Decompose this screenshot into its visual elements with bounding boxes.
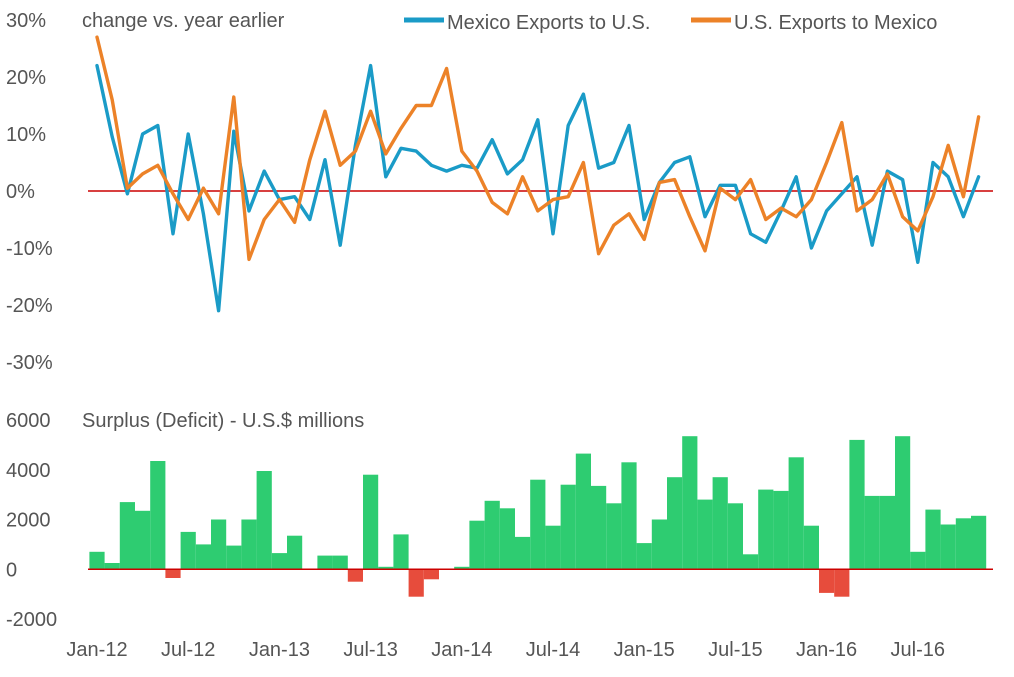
bar	[287, 536, 302, 570]
bar-chart-annotation: Surplus (Deficit) - U.S.$ millions	[82, 410, 364, 432]
bar	[89, 552, 104, 569]
x-tick-label: Jan-15	[614, 639, 675, 661]
y-tick-label-line: 0%	[6, 181, 35, 203]
x-tick-label: Jan-14	[431, 639, 492, 661]
x-tick-label: Jan-13	[249, 639, 310, 661]
bar	[880, 496, 895, 569]
bar	[591, 486, 606, 569]
y-tick-label-bar: 2000	[6, 510, 51, 532]
bar	[895, 436, 910, 569]
bar	[773, 491, 788, 569]
bar	[910, 552, 925, 569]
bar	[697, 500, 712, 570]
y-tick-label-line: 10%	[6, 124, 46, 146]
series-line-0	[97, 66, 979, 311]
x-tick-label: Jul-13	[343, 639, 397, 661]
bar	[348, 569, 363, 581]
legend-label-us-exports: U.S. Exports to Mexico	[734, 12, 937, 34]
bar	[409, 569, 424, 596]
y-tick-label-bar: 4000	[6, 460, 51, 482]
bar	[804, 526, 819, 570]
bar	[105, 563, 120, 569]
x-tick-label: Jul-15	[708, 639, 762, 661]
bar	[272, 553, 287, 569]
bar	[728, 503, 743, 569]
bar	[941, 525, 956, 570]
bar	[682, 436, 697, 569]
bar	[956, 518, 971, 569]
bar	[333, 556, 348, 570]
bar	[196, 544, 211, 569]
y-tick-label-line: -20%	[6, 295, 53, 317]
bar	[758, 490, 773, 570]
bar	[652, 520, 667, 570]
y-tick-label-bar: 6000	[6, 410, 51, 432]
bar	[637, 543, 652, 569]
bar	[667, 477, 682, 569]
x-tick-label: Jan-16	[796, 639, 857, 661]
line-chart	[88, 37, 993, 311]
y-tick-label-line: 20%	[6, 67, 46, 89]
bar	[257, 471, 272, 569]
y-tick-label-line: -10%	[6, 238, 53, 260]
bar	[317, 556, 332, 570]
y-tick-label-bar: 0	[6, 559, 17, 581]
bar	[576, 454, 591, 570]
x-tick-label: Jul-14	[526, 639, 580, 661]
bar-chart	[88, 436, 993, 597]
bar	[241, 520, 256, 570]
bar	[181, 532, 196, 569]
bar	[865, 496, 880, 569]
y-tick-label-bar: -2000	[6, 609, 57, 631]
bar	[606, 503, 621, 569]
bar	[226, 546, 241, 570]
bar	[743, 554, 758, 569]
x-tick-label: Jan-12	[66, 639, 127, 661]
bar	[515, 537, 530, 569]
bar	[925, 510, 940, 570]
y-tick-label-line: -30%	[6, 352, 53, 374]
bar	[135, 511, 150, 570]
bar	[561, 485, 576, 570]
x-tick-label: Jul-16	[891, 639, 945, 661]
bar	[530, 480, 545, 570]
bar	[393, 534, 408, 569]
bar	[819, 569, 834, 593]
bar	[713, 477, 728, 569]
bar	[363, 475, 378, 570]
bar	[621, 462, 636, 569]
bar	[469, 521, 484, 570]
bar	[500, 508, 515, 569]
bar	[165, 569, 180, 578]
bar	[150, 461, 165, 569]
y-tick-label-line: 30%	[6, 10, 46, 32]
legend: Mexico Exports to U.S. U.S. Exports to M…	[404, 12, 937, 34]
x-tick-label: Jul-12	[161, 639, 215, 661]
bar	[120, 502, 135, 569]
bar	[424, 569, 439, 579]
bar	[211, 520, 226, 570]
bar	[545, 526, 560, 570]
series-line-1	[97, 37, 979, 259]
bar	[789, 457, 804, 569]
legend-label-mexico-exports: Mexico Exports to U.S.	[447, 12, 650, 34]
bar	[971, 516, 986, 570]
line-chart-annotation: change vs. year earlier	[82, 10, 285, 32]
bar	[834, 569, 849, 596]
bar	[485, 501, 500, 569]
bar	[849, 440, 864, 569]
